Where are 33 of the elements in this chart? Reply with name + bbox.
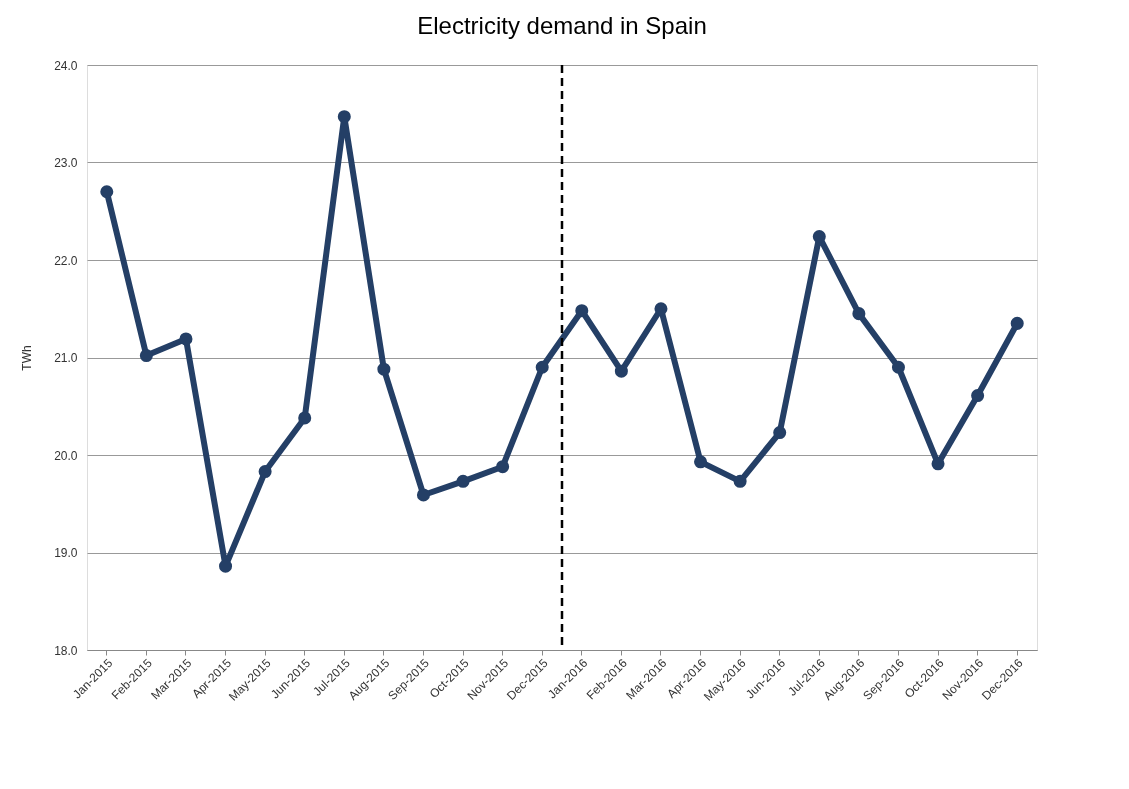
point bbox=[931, 457, 945, 471]
point bbox=[812, 230, 826, 244]
point bbox=[219, 559, 233, 573]
point bbox=[298, 411, 312, 425]
point bbox=[535, 360, 549, 374]
point bbox=[179, 332, 193, 346]
point bbox=[416, 488, 430, 502]
chart-title: Electricity demand in Spain bbox=[417, 12, 707, 39]
y-tick-label: 21.0 bbox=[54, 351, 78, 365]
point bbox=[852, 307, 866, 321]
y-tick-label: 23.0 bbox=[54, 156, 78, 170]
point bbox=[496, 460, 510, 474]
point bbox=[1010, 316, 1024, 330]
y-tick-label: 22.0 bbox=[54, 253, 78, 268]
point bbox=[733, 474, 747, 488]
point bbox=[971, 389, 985, 403]
point bbox=[773, 426, 787, 440]
y-tick-label: 18.0 bbox=[54, 643, 78, 658]
point bbox=[337, 110, 351, 124]
y-axis-title: TWh bbox=[20, 345, 35, 371]
point bbox=[258, 465, 272, 479]
point bbox=[377, 362, 391, 376]
y-tick-label: 19.0 bbox=[54, 546, 78, 560]
point bbox=[100, 185, 114, 199]
point bbox=[139, 349, 153, 363]
y-tick-label: 24.0 bbox=[54, 58, 78, 73]
point bbox=[694, 455, 708, 469]
point bbox=[456, 474, 470, 488]
y-tick-label: 20.0 bbox=[54, 448, 78, 463]
point bbox=[614, 364, 628, 378]
point bbox=[575, 304, 589, 318]
point bbox=[654, 302, 668, 316]
point bbox=[891, 360, 905, 374]
